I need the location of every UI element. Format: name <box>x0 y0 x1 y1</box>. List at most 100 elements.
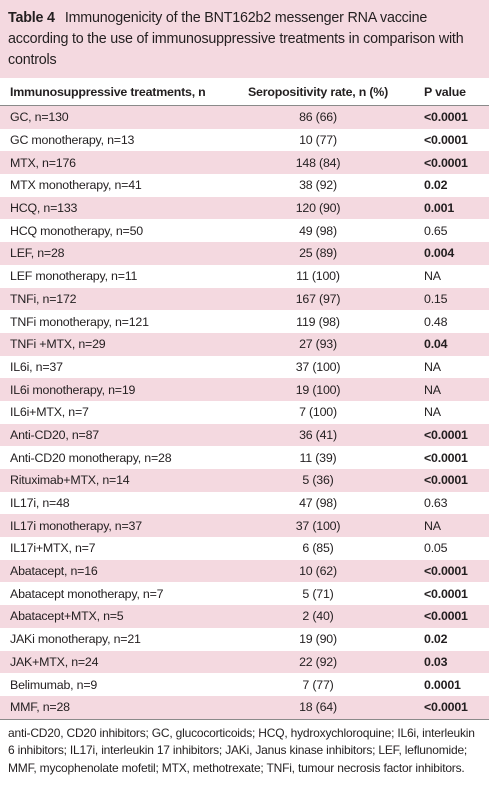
table-cell: HCQ monotherapy, n=50 <box>10 223 143 238</box>
table-row: IL6i+MTX, n=7 7 (100) NA <box>0 401 489 424</box>
table-cell: 0.63 <box>424 496 448 511</box>
table-cell: Abatacept+MTX, n=5 <box>0 605 238 628</box>
header-row: Immunosuppressive treatments, n Seroposi… <box>0 78 489 106</box>
table-body: GC, n=130 86 (66) <0.0001 GC monotherapy, n… <box>0 105 489 719</box>
table-row: Rituximab+MTX, n=14 5 (36) <0.0001 <box>0 469 489 492</box>
table-row: HCQ, n=133 120 (90) 0.001 <box>0 196 489 220</box>
table-cell: 37 (100) <box>295 359 341 374</box>
table-cell: Anti-CD20, n=87 <box>0 423 238 447</box>
table-cell: Abatacept monotherapy, n=7 <box>10 586 164 601</box>
table-cell: 49 (98) <box>299 223 337 238</box>
table-row: Belimumab, n=9 7 (77) 0.0001 <box>0 673 489 696</box>
table-row: IL17i monotherapy, n=37 37 (100) NA <box>0 514 489 538</box>
table-row: IL6i, n=37 37 (100) NA <box>0 356 489 379</box>
table-cell: TNFi +MTX, n=29 <box>0 332 238 356</box>
table-cell: IL17i, n=48 <box>10 496 70 511</box>
table-cell: 0.03 <box>398 650 489 674</box>
table-cell: <0.0001 <box>398 469 489 492</box>
table-cell: IL6i+MTX, n=7 <box>10 405 89 420</box>
table-row: LEF monotherapy, n=11 11 (100) NA <box>0 265 489 288</box>
table-cell: <0.0001 <box>424 133 468 148</box>
title-box: Table 4 Immunogenicity of the BNT162b2 me… <box>0 0 489 78</box>
table-cell: NA <box>398 378 489 401</box>
table-cell: 19 (100) <box>238 378 398 401</box>
table-cell: 86 (66) <box>238 105 398 129</box>
table-cell: 22 (92) <box>238 650 398 674</box>
table-row: IL17i+MTX, n=7 6 (85) 0.05 <box>0 537 489 560</box>
table-cell: 0.65 <box>424 223 448 238</box>
table-row: HCQ monotherapy, n=50 49 (98) 0.65 <box>0 219 489 242</box>
table-cell: Abatacept, n=16 <box>0 559 238 583</box>
table-row: IL17i, n=48 47 (98) 0.63 <box>0 492 489 515</box>
table-cell: <0.0001 <box>398 559 489 583</box>
table-cell: HCQ, n=133 <box>0 196 238 220</box>
table-cell: <0.0001 <box>398 105 489 129</box>
table-cell: 7 (100) <box>299 405 337 420</box>
table-cell: JAK+MTX, n=24 <box>0 650 238 674</box>
table-cell: MMF, n=28 <box>0 695 238 719</box>
table-row: Abatacept monotherapy, n=7 5 (71) <0.0001 <box>0 582 489 605</box>
table-cell: 119 (98) <box>296 314 340 329</box>
table-cell: NA <box>424 359 441 374</box>
table-cell: 148 (84) <box>238 151 398 175</box>
table-row: GC, n=130 86 (66) <0.0001 <box>0 105 489 129</box>
header-cell: P value <box>398 78 489 106</box>
table-cell: 11 (39) <box>299 450 337 465</box>
table-cell: LEF, n=28 <box>0 242 238 265</box>
table-title: Immunogenicity of the BNT162b2 messenger… <box>8 10 464 68</box>
table-row: JAK+MTX, n=24 22 (92) 0.03 <box>0 650 489 674</box>
header-cell: Seropositivity rate, n (%) <box>238 78 398 106</box>
table-row: MMF, n=28 18 (64) <0.0001 <box>0 695 489 719</box>
table-row: TNFi, n=172 167 (97) 0.15 <box>0 287 489 311</box>
table-row: JAKi monotherapy, n=21 19 (90) 0.02 <box>0 628 489 651</box>
table-cell: TNFi, n=172 <box>0 287 238 311</box>
table-cell: 0.0001 <box>424 677 461 692</box>
table-cell: <0.0001 <box>424 586 468 601</box>
table-row: MTX, n=176 148 (84) <0.0001 <box>0 151 489 175</box>
table-cell: 37 (100) <box>238 514 398 538</box>
table-cell: IL17i monotherapy, n=37 <box>0 514 238 538</box>
table-cell: GC monotherapy, n=13 <box>10 133 135 148</box>
table-cell: 10 (62) <box>238 559 398 583</box>
table-cell: LEF monotherapy, n=11 <box>10 269 138 284</box>
table-cell: 38 (92) <box>299 178 337 193</box>
table-cell: <0.0001 <box>398 423 489 447</box>
table-row: Anti-CD20 monotherapy, n=28 11 (39) <0.000… <box>0 446 489 469</box>
header-cell: Immunosuppressive treatments, n <box>0 78 238 106</box>
table-row: Abatacept, n=16 10 (62) <0.0001 <box>0 559 489 583</box>
table-cell: 25 (89) <box>238 242 398 265</box>
table-cell: 11 (100) <box>296 269 340 284</box>
table-row: TNFi monotherapy, n=121 119 (98) 0.48 <box>0 310 489 333</box>
table-cell: <0.0001 <box>424 450 468 465</box>
table-cell: MTX, n=176 <box>0 151 238 175</box>
table-cell: 0.48 <box>424 314 448 329</box>
table-cell: Anti-CD20 monotherapy, n=28 <box>10 450 172 465</box>
table-cell: 7 (77) <box>302 677 334 692</box>
table-cell: 47 (98) <box>299 496 337 511</box>
table: Immunosuppressive treatments, n Seroposi… <box>0 78 489 719</box>
table-cell: 120 (90) <box>238 196 398 220</box>
table-cell: NA <box>424 269 441 284</box>
table-cell: 0.02 <box>424 632 448 647</box>
table-cell: 0.001 <box>398 196 489 220</box>
table-row: Anti-CD20, n=87 36 (41) <0.0001 <box>0 423 489 447</box>
table-cell: MTX monotherapy, n=41 <box>10 178 142 193</box>
table-cell: 36 (41) <box>238 423 398 447</box>
table-row: MTX monotherapy, n=41 38 (92) 0.02 <box>0 174 489 197</box>
table-cell: 27 (93) <box>238 332 398 356</box>
footnote: anti-CD20, CD20 inhibitors; GC, glucocor… <box>0 718 489 778</box>
table-cell: 2 (40) <box>238 605 398 628</box>
table-label: Table 4 <box>8 10 55 26</box>
table-cell: 0.15 <box>398 287 489 311</box>
table-cell: TNFi monotherapy, n=121 <box>10 314 149 329</box>
table-cell: 6 (85) <box>302 541 334 556</box>
table-cell: 5 (36) <box>238 469 398 492</box>
table-cell: JAKi monotherapy, n=21 <box>10 632 141 647</box>
table-cell: 10 (77) <box>299 133 337 148</box>
table-cell: 0.004 <box>398 242 489 265</box>
table-cell: <0.0001 <box>398 151 489 175</box>
table-row: Abatacept+MTX, n=5 2 (40) <0.0001 <box>0 605 489 628</box>
table-cell: 0.05 <box>424 541 448 556</box>
table-cell: IL6i, n=37 <box>10 359 63 374</box>
